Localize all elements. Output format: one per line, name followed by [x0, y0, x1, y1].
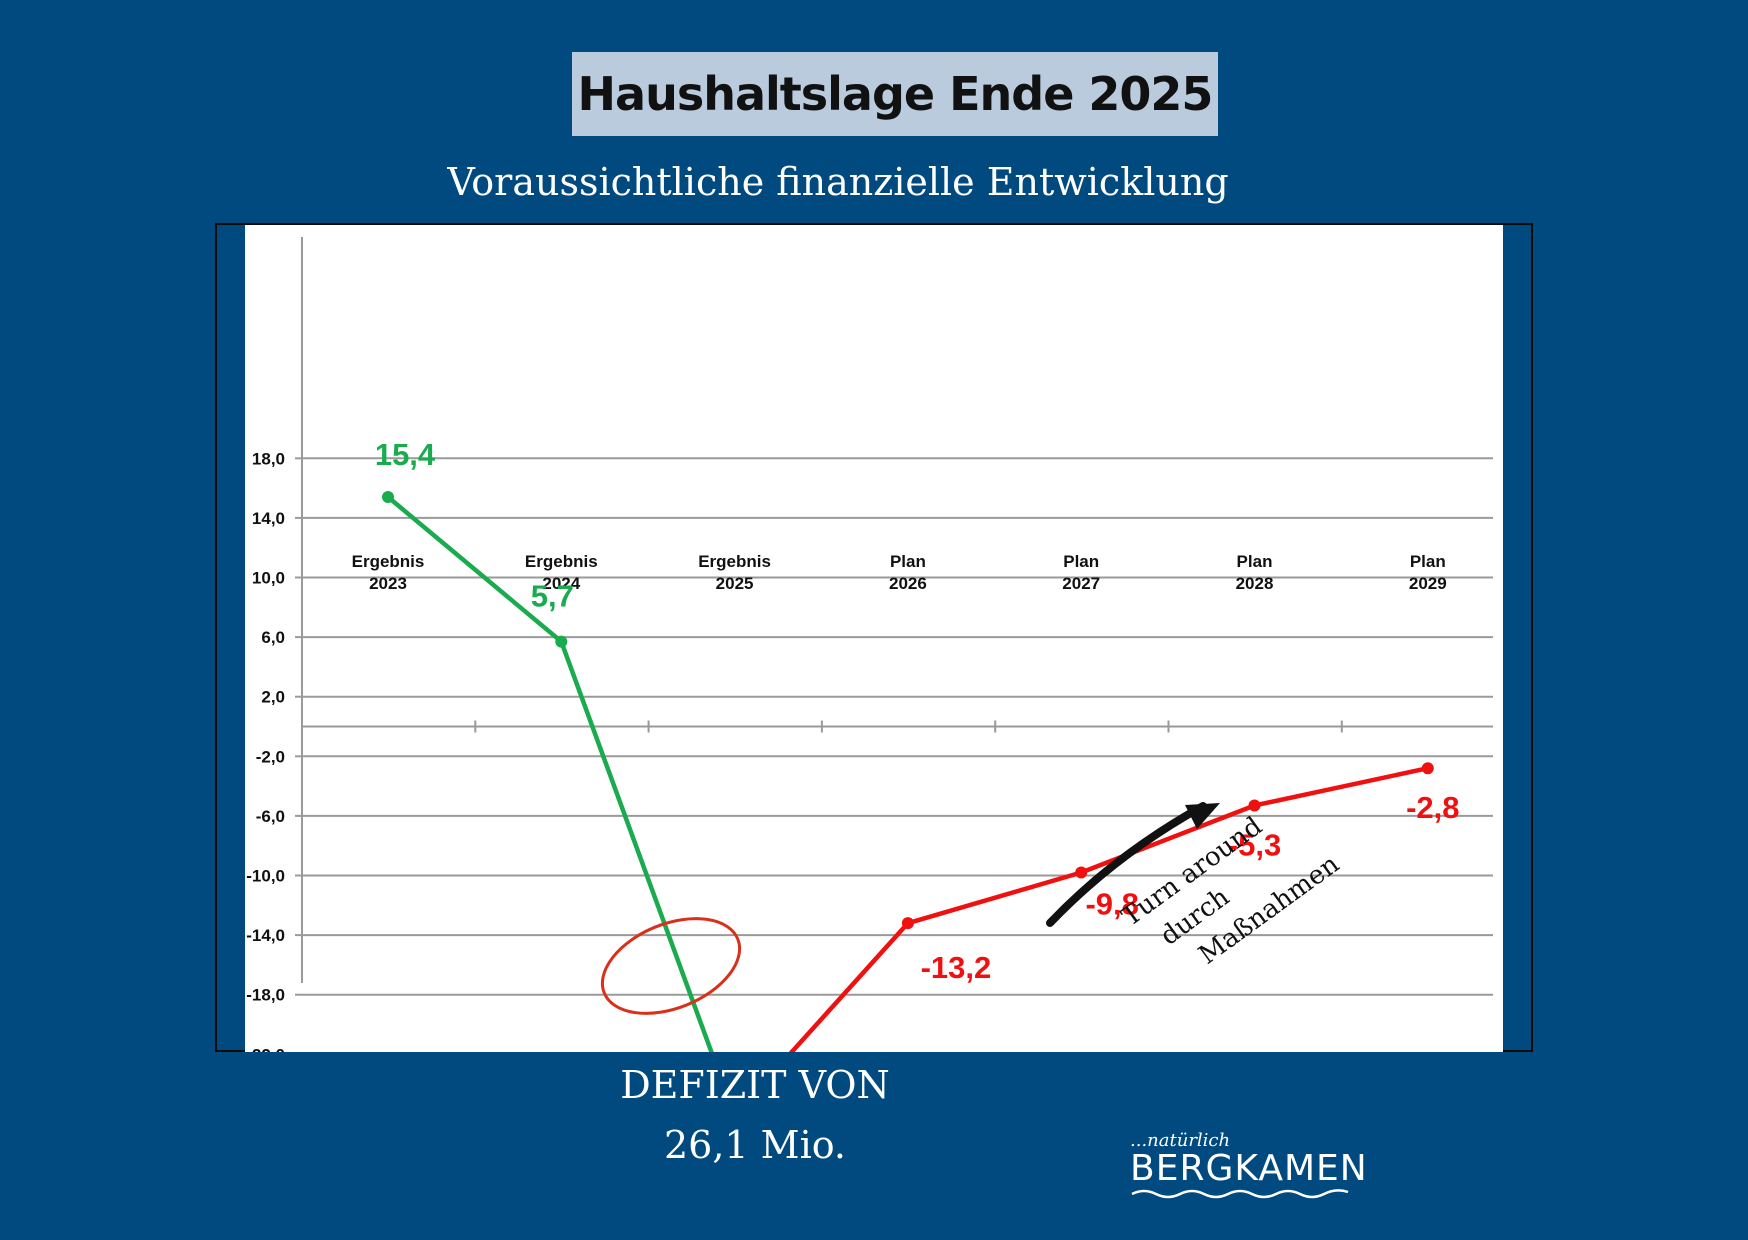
y-tick-label: 10,0	[252, 569, 285, 588]
data-label: -2,8	[1406, 790, 1459, 825]
x-tick-label: 2024	[542, 574, 580, 593]
data-point	[1248, 799, 1261, 812]
x-tick-label: 2023	[369, 574, 407, 593]
x-tick-label: 2025	[716, 574, 754, 593]
x-tick-label: 2029	[1409, 574, 1447, 593]
y-tick-label: 14,0	[252, 509, 285, 528]
x-tick-label: Ergebnis	[698, 552, 771, 571]
data-label: -9,8	[1085, 887, 1138, 922]
x-tick-label: Ergebnis	[525, 552, 598, 571]
logo-wave-icon	[1131, 1189, 1349, 1199]
x-tick-label: Ergebnis	[352, 552, 425, 571]
x-tick-label: Plan	[1063, 552, 1099, 571]
x-tick-label: 2027	[1062, 574, 1100, 593]
deficit-label: DEFIZIT VON	[620, 1063, 890, 1107]
chart-subtitle: Voraussichtliche finanzielle Entwicklung	[447, 160, 1229, 204]
data-label: -5,3	[1228, 827, 1281, 862]
deficit-amount: 26,1 Mio.	[663, 1123, 847, 1167]
deficit-circle	[600, 917, 742, 1015]
y-tick-label: -18,0	[246, 986, 285, 1005]
x-tick-label: Plan	[890, 552, 926, 571]
data-point	[555, 635, 568, 648]
y-tick-label: 18,0	[252, 449, 285, 468]
y-tick-label: 6,0	[261, 628, 285, 647]
data-label: -13,2	[921, 950, 992, 985]
x-tick-label: 2026	[889, 574, 927, 593]
data-point	[1075, 866, 1088, 879]
y-tick-label: 2,0	[261, 688, 285, 707]
data-label: 5,7	[531, 579, 574, 614]
y-tick-label: -2,0	[256, 747, 285, 766]
plot-background	[245, 225, 1503, 1052]
line-chart: 18,0 14,0 10,0 6,0 2,0 -2,0 -6,0 -10,0 -14,0 -18,…	[245, 225, 1503, 1052]
logo-name: BERGKAMEN	[1130, 1148, 1368, 1189]
data-label: 15,4	[375, 437, 436, 472]
x-tick-label: Plan	[1237, 552, 1273, 571]
y-tick-label: -14,0	[246, 926, 285, 945]
turnaround-arrow-head	[1185, 803, 1220, 829]
y-tick-label: -6,0	[256, 807, 285, 826]
y-tick-label: -10,0	[246, 867, 285, 886]
data-point	[901, 917, 914, 930]
x-tick-label: Plan	[1410, 552, 1446, 571]
page-title: Haushaltslage Ende 2025	[577, 67, 1214, 121]
bergkamen-logo: ...natürlich BERGKAMEN	[1130, 1130, 1368, 1206]
turnaround-arrow-shaft	[1046, 802, 1207, 927]
data-point	[1421, 762, 1434, 775]
logo-tagline: ...natürlich	[1130, 1130, 1231, 1151]
y-tick-label: -22,0	[246, 1045, 285, 1052]
data-point	[382, 491, 394, 504]
x-tick-label: 2028	[1236, 574, 1274, 593]
title-box: Haushaltslage Ende 2025	[572, 52, 1218, 136]
